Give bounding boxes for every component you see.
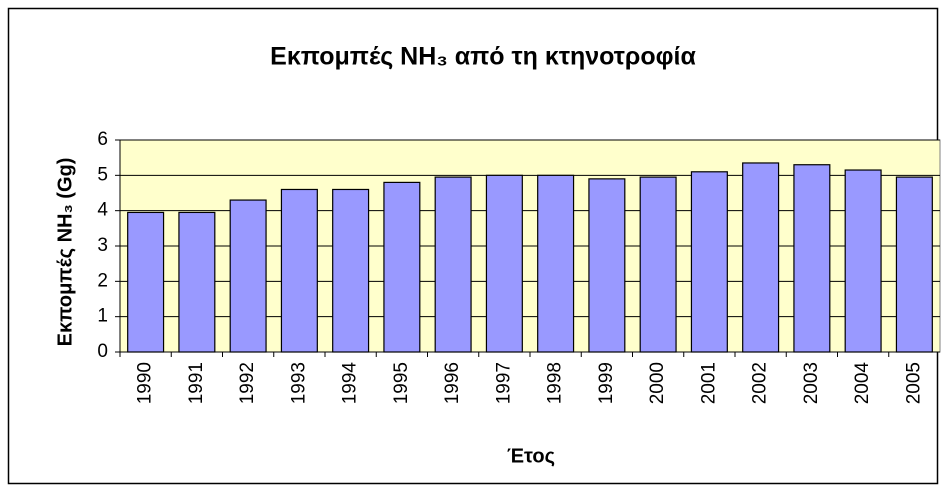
x-tick-label: 1996 bbox=[442, 362, 463, 404]
bar bbox=[229, 199, 267, 353]
bar bbox=[178, 211, 216, 353]
x-tick-label: 2001 bbox=[698, 362, 719, 404]
x-tick-label: 1995 bbox=[391, 362, 412, 404]
bar bbox=[332, 188, 370, 353]
bar bbox=[690, 171, 728, 353]
x-tick-label: 1999 bbox=[596, 362, 617, 404]
bar bbox=[537, 174, 575, 353]
x-tick-label: 2002 bbox=[750, 362, 771, 404]
y-axis-label: Εκπομπές NH₃ (Gg) bbox=[54, 158, 76, 347]
x-tick-label: 1991 bbox=[186, 362, 207, 404]
x-tick-label: 1997 bbox=[493, 362, 514, 404]
x-tick-label: 1990 bbox=[135, 362, 156, 404]
x-tick-label: 2000 bbox=[647, 362, 668, 404]
bar bbox=[485, 174, 523, 353]
bar bbox=[434, 176, 472, 353]
bar bbox=[895, 176, 933, 353]
x-axis-label: Έτος bbox=[507, 445, 555, 467]
bar bbox=[588, 178, 626, 353]
bar bbox=[793, 164, 831, 353]
y-tick-label: 3 bbox=[97, 235, 108, 256]
chart-title: Εκπομπές NH₃ από τη κτηνοτροφία bbox=[270, 43, 696, 71]
bar bbox=[742, 162, 780, 353]
y-tick-label: 0 bbox=[97, 341, 108, 362]
x-tick-label: 1993 bbox=[288, 362, 309, 404]
x-tick-label: 1994 bbox=[340, 362, 361, 405]
x-tick-label: 2004 bbox=[852, 362, 873, 405]
bar bbox=[127, 211, 165, 353]
y-tick-label: 2 bbox=[97, 270, 108, 291]
bar bbox=[639, 176, 677, 353]
y-tick-label: 1 bbox=[97, 306, 108, 327]
bar bbox=[280, 188, 318, 353]
y-tick-label: 4 bbox=[97, 200, 108, 221]
x-tick-label: 2003 bbox=[801, 362, 822, 404]
x-tick-label: 2005 bbox=[903, 362, 924, 404]
y-tick-label: 6 bbox=[97, 129, 108, 150]
bar bbox=[844, 169, 882, 353]
y-tick-label: 5 bbox=[97, 164, 108, 185]
bar bbox=[383, 181, 421, 353]
x-tick-label: 1992 bbox=[237, 362, 258, 404]
x-tick-label: 1998 bbox=[545, 362, 566, 404]
